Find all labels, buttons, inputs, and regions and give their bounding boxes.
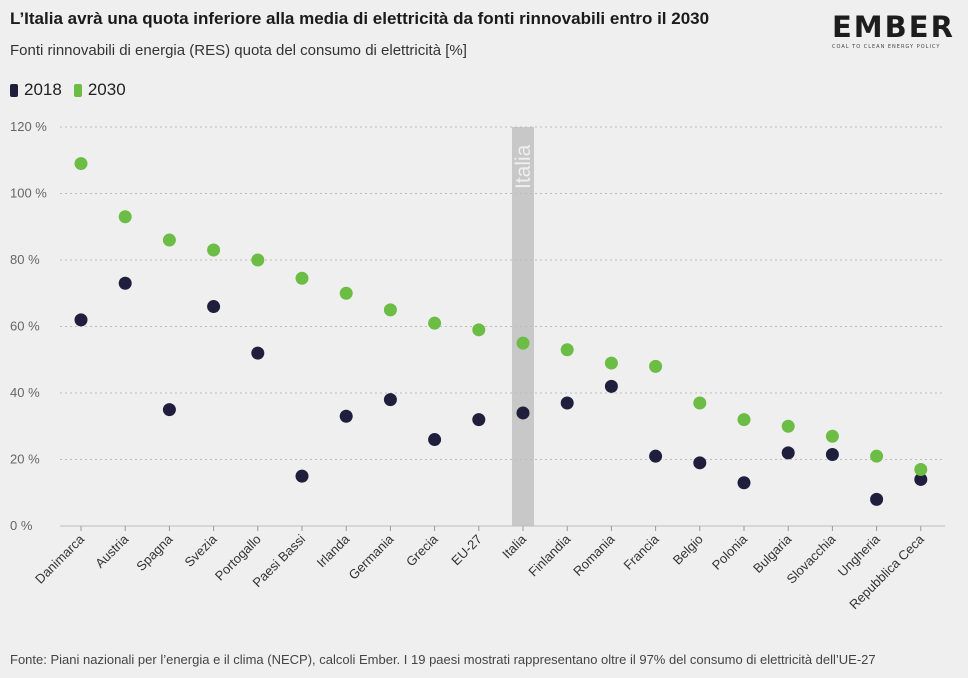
logo-tagline: COAL TO CLEAN ENERGY POLICY xyxy=(832,44,941,50)
x-tick-label: Bulgaria xyxy=(750,531,795,576)
data-point-2030 xyxy=(781,419,795,433)
data-point-2030 xyxy=(472,323,486,337)
legend-swatch-2018 xyxy=(10,83,18,97)
logo-wordmark: EMBER xyxy=(832,10,955,44)
y-tick-label: 60 % xyxy=(10,319,40,334)
data-point-2018 xyxy=(74,313,88,327)
data-point-2018 xyxy=(428,433,442,447)
y-tick-label: 100 % xyxy=(10,186,47,201)
x-tick-label: Belgio xyxy=(670,532,706,568)
data-point-2018 xyxy=(737,476,751,490)
data-point-2018 xyxy=(914,472,928,486)
legend-label-2030: 2030 xyxy=(87,80,126,99)
data-point-2030 xyxy=(339,286,353,300)
y-tick-label: 80 % xyxy=(10,252,40,267)
x-tick-label: Francia xyxy=(620,531,662,573)
data-point-2030 xyxy=(295,271,309,285)
legend-swatch-2030 xyxy=(73,83,82,97)
data-point-2018 xyxy=(870,492,884,506)
source-note: Fonte: Piani nazionali per l’energia e i… xyxy=(10,652,876,667)
data-point-2018 xyxy=(649,449,663,463)
data-point-2018 xyxy=(207,300,221,314)
data-point-2030 xyxy=(74,157,88,171)
x-tick-label: Polonia xyxy=(709,531,751,573)
data-point-2030 xyxy=(207,243,221,257)
x-tick-label: Grecia xyxy=(403,531,441,569)
y-tick-label: 20 % xyxy=(10,452,40,467)
data-point-2030 xyxy=(649,359,663,373)
ember-logo: EMBER COAL TO CLEAN ENERGY POLICY xyxy=(832,10,955,50)
data-point-2018 xyxy=(118,276,132,290)
data-point-2018 xyxy=(825,448,839,462)
x-tick-label: Danimarca xyxy=(32,531,88,587)
x-tick-label: Svezia xyxy=(182,531,221,570)
x-tick-label: Spagna xyxy=(133,531,176,574)
data-point-2030 xyxy=(560,343,574,357)
data-point-2030 xyxy=(693,396,707,410)
data-point-2018 xyxy=(162,403,176,417)
chart-subtitle: Fonti rinnovabili di energia (RES) quota… xyxy=(10,42,467,59)
x-tick-label: Germania xyxy=(346,531,398,583)
data-point-2030 xyxy=(162,233,176,247)
data-point-2018 xyxy=(339,409,353,423)
x-tick-label: EU-27 xyxy=(448,532,485,569)
data-point-2030 xyxy=(604,356,618,370)
chart-title: L’Italia avrà una quota inferiore alla m… xyxy=(10,9,710,28)
x-tick-label: Italia xyxy=(499,531,530,562)
data-point-2018 xyxy=(560,396,574,410)
data-point-2030 xyxy=(516,336,530,350)
y-tick-label: 0 % xyxy=(10,518,33,533)
x-tick-label: Romania xyxy=(570,531,618,579)
data-point-2030 xyxy=(870,449,884,463)
x-tick-label: Slovacchia xyxy=(783,531,839,587)
data-point-2030 xyxy=(825,429,839,443)
data-point-2030 xyxy=(118,210,132,224)
data-point-2018 xyxy=(693,456,707,470)
data-point-2030 xyxy=(914,462,928,476)
data-point-2018 xyxy=(295,469,309,483)
x-tick-label: Repubblica Ceca xyxy=(846,531,927,612)
data-point-2018 xyxy=(781,446,795,460)
highlight-band xyxy=(512,127,534,526)
x-tick-label: Finlandia xyxy=(525,531,573,579)
data-point-2030 xyxy=(428,316,442,330)
data-point-2030 xyxy=(383,303,397,317)
legend: 2018 2030 xyxy=(10,80,138,100)
legend-item-2018: 2018 xyxy=(10,80,62,100)
highlight-label: Italia xyxy=(512,144,535,189)
x-tick-label: Austria xyxy=(92,531,132,571)
data-point-2018 xyxy=(251,346,265,360)
data-point-2018 xyxy=(604,379,618,393)
y-tick-label: 40 % xyxy=(10,385,40,400)
data-point-2018 xyxy=(383,393,397,407)
x-tick-label: Irlanda xyxy=(314,531,353,570)
data-point-2018 xyxy=(472,413,486,427)
data-point-2030 xyxy=(251,253,265,267)
data-point-2018 xyxy=(516,406,530,420)
data-point-2030 xyxy=(737,413,751,427)
y-tick-label: 120 % xyxy=(10,119,47,134)
legend-label-2018: 2018 xyxy=(24,80,62,99)
legend-item-2030: 2030 xyxy=(73,80,126,100)
